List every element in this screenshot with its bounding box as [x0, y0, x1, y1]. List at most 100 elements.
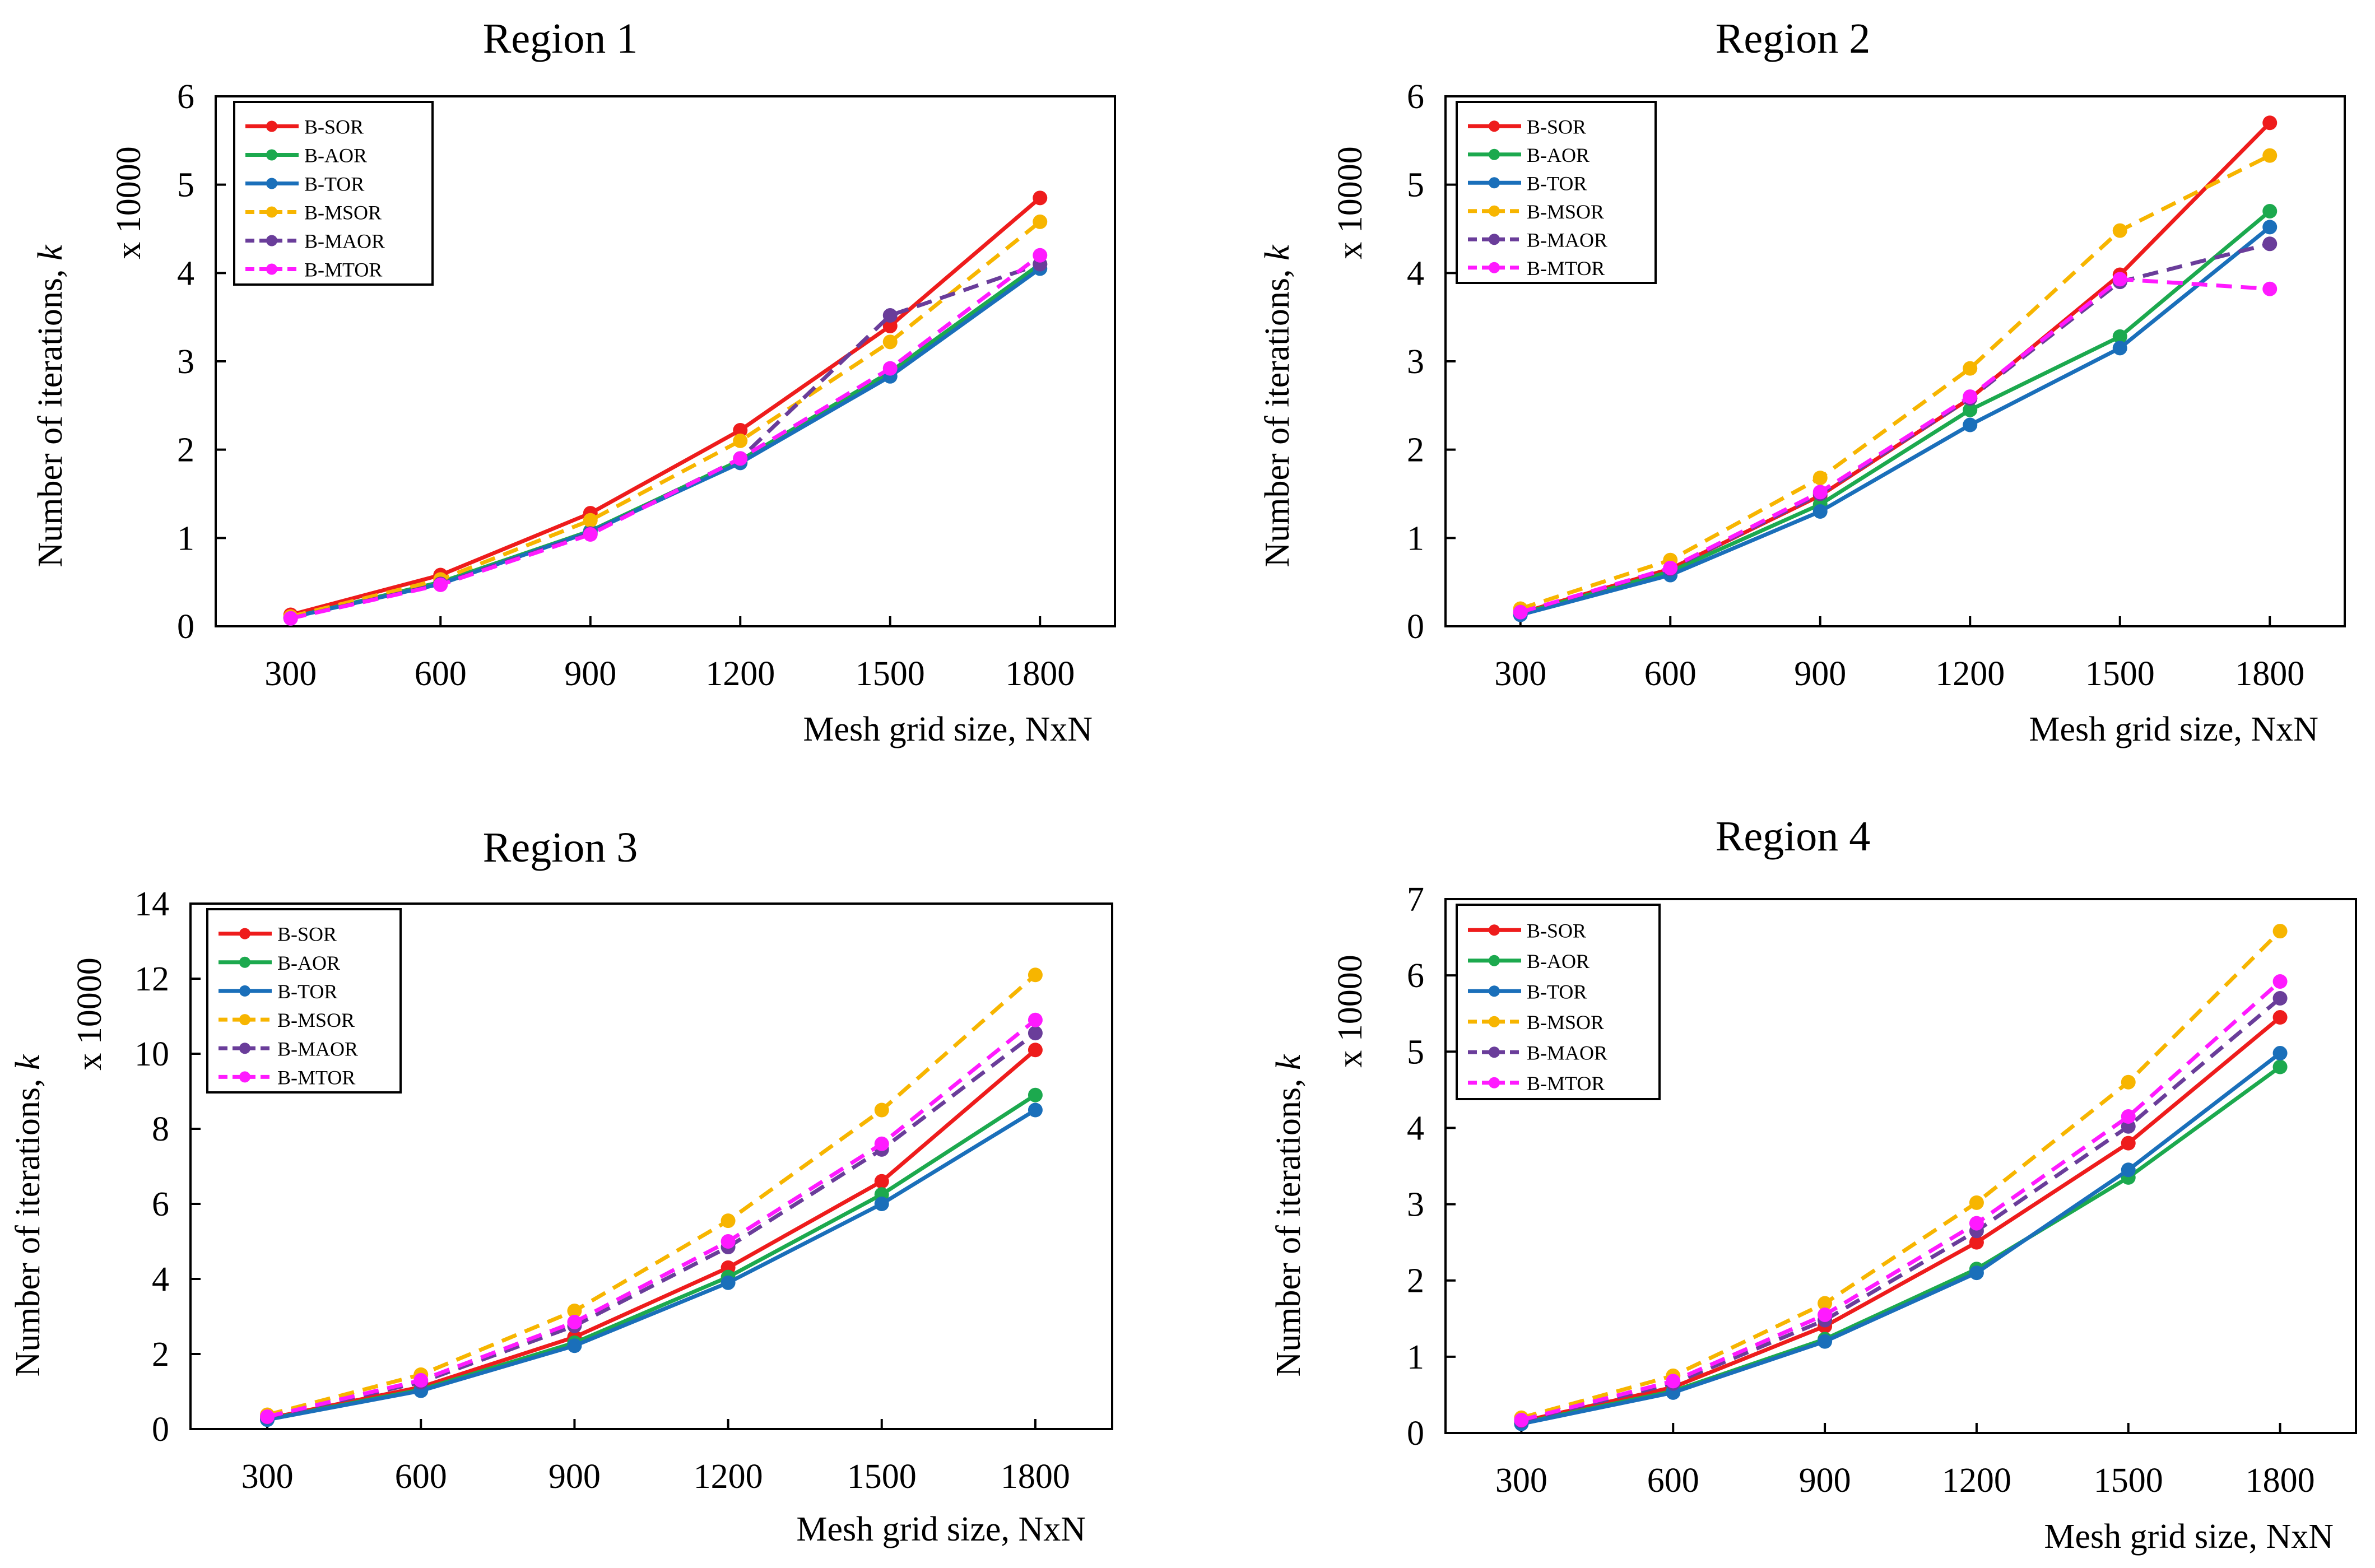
region-3-data-point-b-msor	[567, 1303, 582, 1318]
region-1-legend-label-b-mtor: B-MTOR	[304, 259, 382, 281]
region-1-x-tick-label: 1800	[1005, 655, 1075, 693]
region-4-x-tick-label: 600	[1647, 1462, 1699, 1500]
region-3-y-tick-label: 10	[134, 1035, 169, 1073]
region-3-legend-label-b-msor: B-MSOR	[277, 1009, 355, 1031]
region-1-y-tick-label: 3	[177, 343, 194, 381]
region-1-legend-label-b-msor: B-MSOR	[304, 202, 382, 224]
region-3-y-tick-label: 4	[152, 1260, 169, 1299]
region-4-data-point-b-tor	[2121, 1162, 2136, 1178]
region-4-y-tick-label: 3	[1407, 1186, 1424, 1224]
region-3-series-line-b-msor	[267, 973, 1037, 1417]
region-1-series-line-b-msor	[290, 220, 1042, 619]
region-3-data-point-b-mtor	[721, 1234, 736, 1249]
region-3-legend-marker-b-maor	[239, 1043, 250, 1054]
region-2-title: Region 2	[1716, 15, 1871, 62]
region-2-y-tick-label: 6	[1407, 78, 1424, 116]
region-3-title: Region 3	[483, 824, 638, 871]
region-1-y-axis-label: Number of iterations, k	[31, 244, 69, 567]
region-3-y-axis-label: Number of iterations, k	[9, 1054, 47, 1377]
region-2-legend-marker-b-tor	[1489, 177, 1500, 189]
region-2-x-tick-label: 1500	[2085, 655, 2155, 693]
region-3-x-axis-label: Mesh grid size, NxN	[796, 1510, 1086, 1548]
region-2-y-tick-label: 5	[1407, 166, 1424, 204]
region-4-data-point-b-msor	[2272, 924, 2288, 939]
region-4-legend-label-b-aor: B-AOR	[1527, 950, 1589, 973]
region-2-data-point-b-tor	[1812, 504, 1828, 519]
region-4-y-tick-label: 0	[1407, 1415, 1424, 1453]
region-4-x-tick-label: 1800	[2246, 1462, 2315, 1500]
region-4-legend-marker-b-aor	[1489, 955, 1500, 966]
region-3-series-line-b-mtor	[267, 1018, 1037, 1419]
region-3-data-point-b-mtor	[874, 1136, 889, 1151]
region-4-legend-marker-b-tor	[1489, 985, 1500, 997]
region-4-data-point-b-msor	[1818, 1296, 1833, 1311]
region-3-x-tick-label: 1800	[1001, 1458, 1070, 1496]
region-2-y-axis-label-text: Number of iterations,	[1258, 260, 1296, 567]
region-2-legend-label-b-aor: B-AOR	[1527, 144, 1589, 166]
region-3-data-point-b-msor	[1028, 967, 1043, 983]
region-4-plot-frame	[1444, 898, 2357, 1434]
region-4-data-point-b-mtor	[1666, 1374, 1681, 1389]
region-2-data-point-b-msor	[1812, 471, 1828, 486]
region-1-data-point-b-mtor	[733, 451, 748, 466]
region-2-data-point-b-tor	[1963, 417, 1978, 432]
region-2-data-point-b-aor	[2112, 329, 2127, 344]
region-1-y-tick-label: 6	[177, 78, 194, 116]
region-1-data-point-b-mtor	[882, 361, 898, 376]
region-2-data-point-b-aor	[1963, 402, 1978, 417]
region-3-data-point-b-msor	[874, 1102, 889, 1118]
region-1-data-point-b-mtor	[583, 527, 598, 542]
region-2-x-tick-label: 1200	[1935, 655, 2005, 693]
region-4-y-axis-label-text: Number of iterations,	[1270, 1070, 1308, 1377]
region-2-y-tick-label: 3	[1407, 343, 1424, 381]
region-4-y-tick-label: 4	[1407, 1109, 1424, 1147]
region-4-x-tick-label: 1500	[2094, 1462, 2163, 1500]
region-4-legend-box	[1456, 904, 1661, 1100]
region-3-legend-marker-b-sor	[239, 928, 250, 939]
region-3-data-point-b-mtor	[1028, 1012, 1043, 1027]
region-4-y-tick-label: 5	[1407, 1033, 1424, 1071]
region-4-y-axis-label: Number of iterations, k	[1270, 1054, 1308, 1377]
region-4-y-tick-label: 6	[1407, 957, 1424, 995]
region-2-series-line-b-mtor	[1519, 277, 2270, 615]
region-2-data-point-b-mtor	[1963, 389, 1978, 404]
region-1-legend-marker-b-sor	[266, 120, 277, 132]
region-2-y-tick-label: 0	[1407, 608, 1424, 646]
region-4-y-tick-label: 2	[1407, 1262, 1424, 1300]
region-4-data-point-b-sor	[1969, 1235, 1984, 1250]
region-3-x-tick-label: 300	[241, 1458, 294, 1496]
region-1-data-point-b-mtor	[1033, 248, 1048, 263]
region-1-legend-label-b-maor: B-MAOR	[304, 230, 385, 253]
region-2-series-line-b-aor	[1519, 210, 2271, 616]
region-2-y-tick-label: 2	[1407, 431, 1424, 469]
region-4-multiplier-label: x 10000	[1331, 955, 1369, 1068]
region-3-data-point-b-mtor	[567, 1315, 582, 1330]
region-1-y-axis-label-var: k	[31, 244, 69, 260]
region-4-series-line-b-mtor	[1521, 980, 2281, 1422]
region-2-data-point-b-mtor	[1663, 560, 1678, 575]
region-4-legend-marker-b-sor	[1489, 924, 1500, 936]
region-3-x-tick-label: 900	[549, 1458, 601, 1496]
region-2-y-tick-label: 4	[1407, 254, 1424, 292]
region-1-data-point-b-msor	[733, 433, 748, 448]
region-3-y-tick-label: 12	[134, 960, 169, 998]
region-2-data-point-b-mtor	[1812, 485, 1828, 500]
region-2-x-tick-label: 1800	[2235, 655, 2304, 693]
region-2-series-line-b-msor	[1519, 153, 2271, 611]
region-2-legend-marker-b-msor	[1489, 205, 1500, 217]
region-1-data-point-b-sor	[1033, 190, 1048, 206]
region-4-data-point-b-mtor	[1514, 1412, 1529, 1427]
region-3-x-tick-label: 600	[395, 1458, 447, 1496]
region-2-series-line-b-tor	[1519, 225, 2271, 617]
region-2-panel: Region 2 0 1 2 3 4 5 6 300 600 900 1200 1500 1800 Mes…	[1258, 15, 2346, 748]
region-3-x-tick-label: 1200	[694, 1458, 763, 1496]
region-2-y-axis-label-var: k	[1258, 244, 1296, 260]
region-1-data-point-b-msor	[1033, 214, 1048, 229]
region-4-legend-label-b-tor: B-TOR	[1527, 980, 1587, 1003]
region-1-series-line-b-mtor	[290, 254, 1042, 621]
region-3-legend-label-b-mtor: B-MTOR	[277, 1066, 355, 1088]
region-1-title: Region 1	[483, 15, 638, 62]
region-4-data-point-b-mtor	[2272, 974, 2288, 989]
region-2-legend-label-b-sor: B-SOR	[1527, 115, 1586, 138]
region-2-data-point-b-msor	[1963, 361, 1978, 376]
